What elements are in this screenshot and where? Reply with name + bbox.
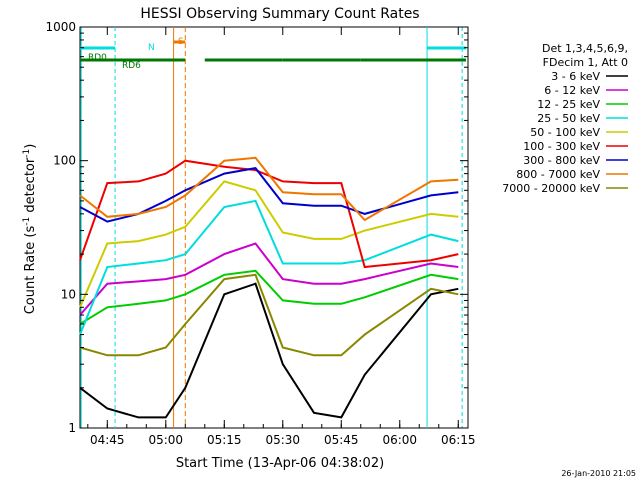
flag-label-n: N xyxy=(148,43,155,53)
x-axis-label: Start Time (13-Apr-06 04:38:02) xyxy=(176,456,384,471)
status-flags: RD0 RD6 N S xyxy=(80,37,467,71)
x-tick-label: 04:45 xyxy=(90,433,125,447)
series-line xyxy=(79,156,459,222)
legend-header-line-2: FDecim 1, Att 0 xyxy=(543,56,628,69)
y-axis: 1 10 100 1000 xyxy=(45,20,468,435)
series-line xyxy=(79,282,459,419)
series-line xyxy=(79,180,459,308)
legend-label: 300 - 800 keV xyxy=(523,154,600,167)
y-tick-label: 1000 xyxy=(45,20,76,34)
legend-label: 25 - 50 keV xyxy=(537,112,600,125)
series-line xyxy=(79,273,459,357)
legend-label: 800 - 7000 keV xyxy=(516,168,600,181)
series-line xyxy=(79,199,459,335)
legend-label: 12 - 25 keV xyxy=(537,98,600,111)
x-tick-label: 05:30 xyxy=(265,433,300,447)
series-group xyxy=(79,156,459,419)
series-line xyxy=(79,242,459,316)
x-tick-label: 05:45 xyxy=(324,433,359,447)
y-tick-label: 100 xyxy=(53,154,76,168)
x-tick-label: 05:15 xyxy=(207,433,242,447)
y-axis-label: Count Rate (s-1 detector-1) xyxy=(22,144,38,315)
plot-frame xyxy=(79,26,469,429)
y-tick-label: 1 xyxy=(68,421,76,435)
flag-label-rd6: RD6 xyxy=(122,61,141,71)
series-line xyxy=(79,159,459,269)
x-tick-label: 06:00 xyxy=(382,433,417,447)
y-tick-label: 10 xyxy=(61,287,76,301)
legend-label: 50 - 100 keV xyxy=(530,126,600,139)
legend-label: 100 - 300 keV xyxy=(523,140,600,153)
legend-label: 3 - 6 keV xyxy=(551,70,600,83)
x-tick-label: 06:15 xyxy=(441,433,476,447)
x-tick-label: 05:00 xyxy=(148,433,183,447)
flag-label-s: S xyxy=(178,37,184,47)
x-axis: 04:45 05:00 05:15 05:30 05:45 06:00 06:15 xyxy=(87,27,476,447)
legend-label: 7000 - 20000 keV xyxy=(502,182,600,195)
plot-area xyxy=(79,26,469,429)
flag-label-rd0: RD0 xyxy=(88,53,107,63)
legend: Det 1,3,4,5,6,9, FDecim 1, Att 0 3 - 6 k… xyxy=(502,42,628,195)
chart-title: HESSI Observing Summary Count Rates xyxy=(140,6,419,22)
legend-header-line-1: Det 1,3,4,5,6,9, xyxy=(542,42,628,55)
series-line xyxy=(79,269,459,325)
legend-label: 6 - 12 keV xyxy=(544,84,600,97)
timestamp: 26-Jan-2010 21:05 xyxy=(561,469,636,478)
